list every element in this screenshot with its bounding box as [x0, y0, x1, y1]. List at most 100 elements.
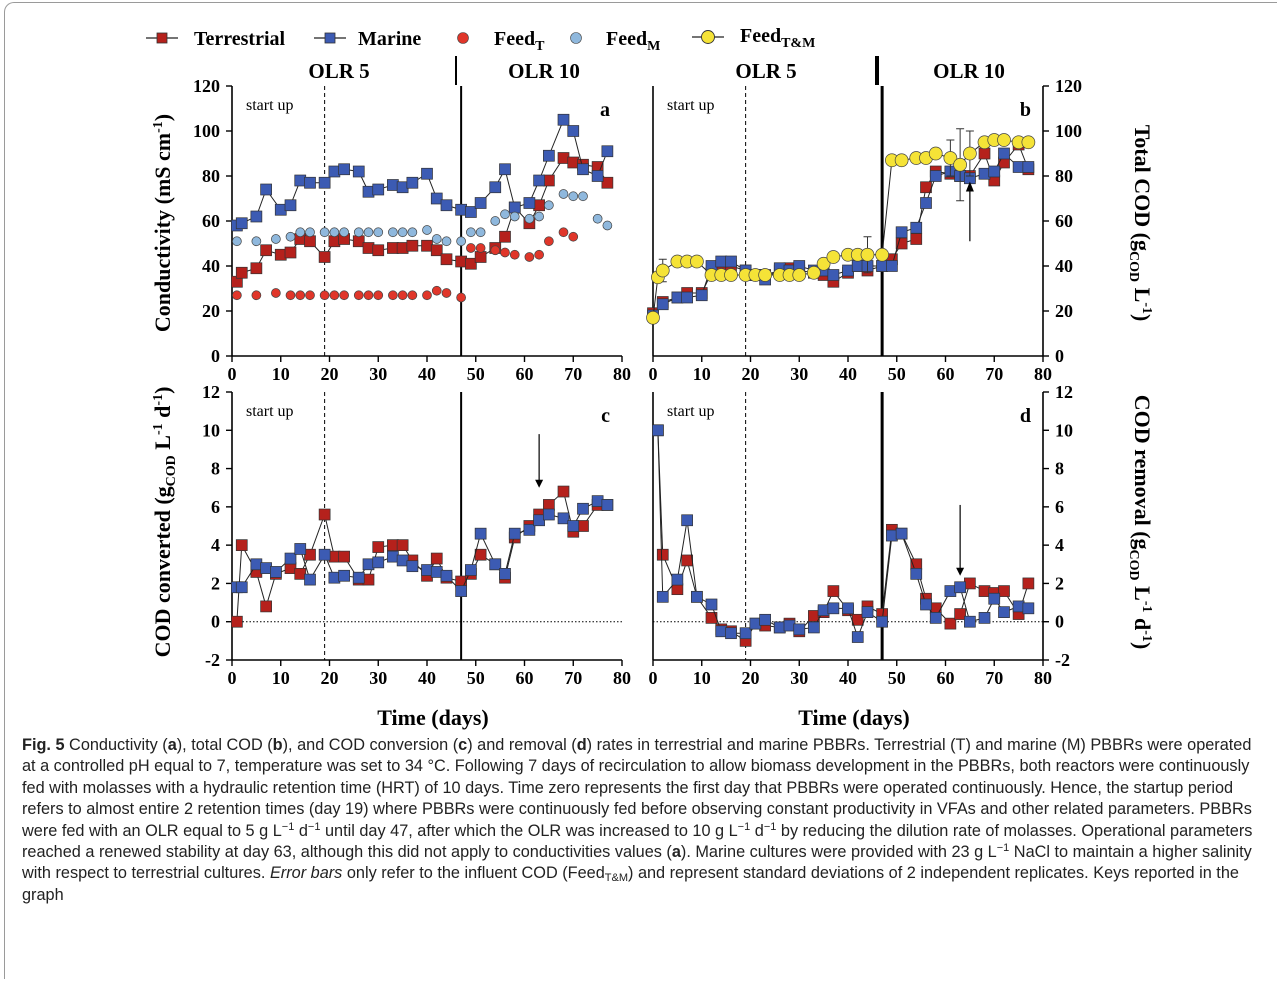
data-point — [271, 234, 281, 244]
data-point — [577, 163, 589, 176]
data-point — [557, 512, 570, 525]
data-point — [739, 627, 752, 640]
y-tick-label-b: 40 — [1055, 256, 1073, 276]
data-point — [373, 227, 384, 238]
data-point — [978, 167, 991, 180]
data-point — [997, 133, 1011, 147]
data-point — [362, 185, 375, 198]
data-point — [978, 585, 991, 597]
y-tick-label-a: 20 — [202, 301, 220, 321]
data-point — [1022, 161, 1035, 173]
panel-letter-a: a — [600, 99, 610, 121]
legend-terrestrial-marker — [156, 32, 168, 44]
data-point — [363, 290, 374, 301]
data-point — [421, 564, 433, 576]
series-line — [236, 118, 608, 226]
data-point — [250, 558, 263, 571]
ylabel-d: COD removal (gCOD L-1 d-1) — [1126, 395, 1155, 650]
data-point — [928, 146, 943, 161]
data-point — [250, 262, 263, 275]
data-point — [524, 213, 535, 224]
x-tick-label-b: 10 — [693, 364, 711, 384]
data-point — [558, 189, 569, 199]
data-point — [783, 619, 796, 632]
data-point — [455, 203, 467, 216]
arrow-head-d — [956, 567, 965, 576]
y-tick-label-c: 6 — [211, 497, 220, 517]
data-point — [295, 227, 306, 238]
data-point — [235, 266, 248, 279]
data-point — [875, 247, 889, 262]
data-point — [406, 239, 419, 252]
data-point — [568, 191, 579, 202]
data-point — [817, 604, 830, 617]
data-point — [318, 548, 331, 561]
data-point — [318, 508, 331, 521]
data-point — [508, 201, 521, 214]
xlabel-right: Time (days) — [798, 705, 909, 730]
data-point — [509, 249, 520, 260]
data-point — [577, 520, 589, 532]
legend-feedTM-marker — [701, 30, 715, 44]
x-tick-label-c: 20 — [321, 668, 339, 688]
figure-frame — [4, 2, 1277, 979]
y-tick-label-d: 12 — [1055, 382, 1073, 402]
data-point — [943, 151, 958, 165]
y-tick-label-a: 100 — [193, 121, 220, 141]
data-point — [725, 255, 737, 268]
data-point — [851, 613, 864, 626]
y-tick-label-c: -2 — [205, 650, 220, 670]
data-point — [964, 577, 976, 590]
x-tick-label-c: 0 — [228, 668, 237, 688]
data-point — [284, 199, 297, 212]
data-point — [827, 602, 840, 615]
y-tick-label-c: 2 — [211, 573, 220, 593]
data-point — [944, 585, 957, 597]
data-point — [671, 291, 684, 304]
data-point — [431, 285, 442, 296]
x-tick-label-b: 50 — [888, 364, 906, 384]
data-point — [601, 145, 614, 158]
panel-letter-c: c — [601, 405, 610, 427]
data-point — [543, 174, 555, 187]
data-point — [656, 298, 669, 311]
y-tick-label-a: 120 — [193, 76, 220, 96]
series-line — [652, 139, 1029, 318]
y-tick-label-c: 4 — [211, 535, 220, 555]
data-point — [295, 290, 306, 301]
data-point — [270, 566, 282, 578]
data-point — [235, 581, 248, 594]
svg-text:FeedM: FeedM — [606, 28, 660, 54]
x-tick-label-c: 80 — [613, 668, 631, 688]
y-tick-label-b: 100 — [1055, 121, 1082, 141]
figure: Terrestrial Marine FeedT FeedM FeedT&M O… — [146, 25, 1155, 730]
data-point — [920, 197, 932, 209]
data-point — [339, 290, 349, 301]
data-point — [860, 247, 875, 262]
data-point — [372, 556, 385, 569]
data-point — [231, 615, 243, 628]
x-tick-label-d: 70 — [985, 668, 1003, 688]
data-point — [886, 260, 898, 272]
series-marine-b — [647, 147, 1035, 322]
data-point — [474, 251, 487, 263]
data-point — [861, 606, 874, 618]
data-point — [406, 560, 419, 573]
data-point — [338, 163, 350, 176]
x-tick-label-a: 10 — [272, 364, 290, 384]
data-point — [656, 548, 669, 561]
data-point — [396, 539, 409, 551]
data-point — [508, 527, 521, 540]
data-point — [910, 568, 923, 580]
data-point — [500, 209, 510, 220]
data-point — [827, 585, 840, 597]
y-tick-label-d: 0 — [1055, 612, 1064, 632]
data-point — [294, 568, 307, 580]
data-point — [533, 199, 545, 212]
ylabel-c: COD converted (gCOD L-1 d-1) — [150, 387, 179, 658]
data-point — [235, 217, 248, 230]
data-point — [886, 529, 898, 542]
legend-marine-label: Marine — [358, 28, 421, 50]
data-point — [691, 590, 703, 603]
